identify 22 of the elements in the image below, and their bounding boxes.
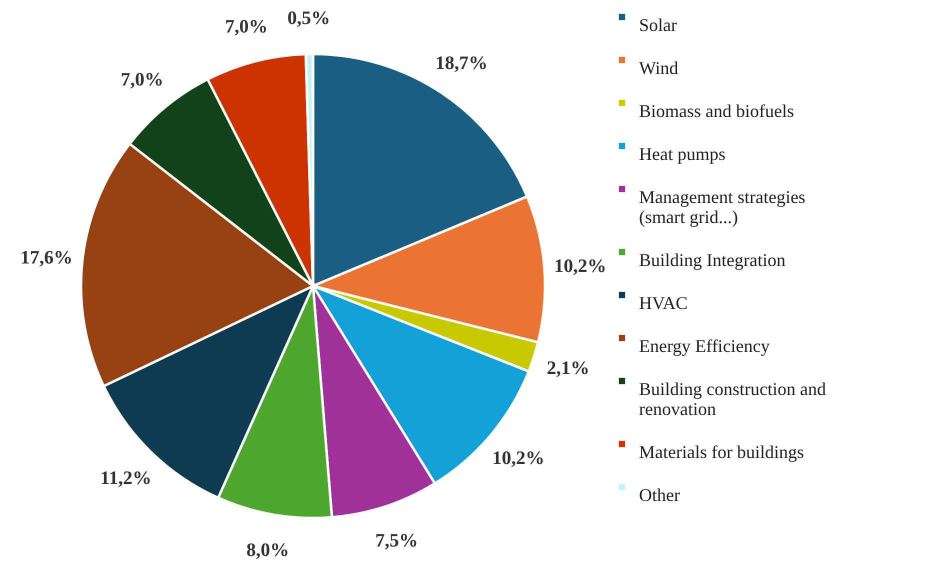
legend-label: Energy Efficiency	[639, 336, 770, 356]
legend-label: Materials for buildings	[639, 442, 804, 462]
legend-label: Solar	[639, 15, 677, 35]
legend-label: HVAC	[639, 293, 688, 313]
legend-label: Other	[639, 485, 680, 505]
legend-label: Wind	[639, 58, 678, 78]
data-label: 11,2%	[100, 468, 152, 489]
legend-label: Building construction and renovation	[639, 379, 826, 419]
data-label: 17,6%	[20, 247, 73, 268]
data-label: 10,2%	[554, 256, 606, 277]
data-label: 10,2%	[492, 448, 545, 470]
data-label: 7,0%	[120, 70, 164, 90]
data-label: 7,0%	[224, 16, 268, 38]
data-label: 2,1%	[546, 358, 590, 380]
data-label: 18,7%	[435, 52, 488, 74]
data-label: 7,5%	[375, 530, 418, 552]
legend-label: Building Integration	[639, 250, 786, 270]
legend-label: Heat pumps	[639, 144, 726, 164]
data-label: 8,0%	[246, 540, 290, 562]
legend-label: Management strategies (smart grid...)	[639, 187, 806, 227]
legend-label: Biomass and biofuels	[639, 101, 794, 121]
data-label: 0,5%	[287, 8, 330, 30]
